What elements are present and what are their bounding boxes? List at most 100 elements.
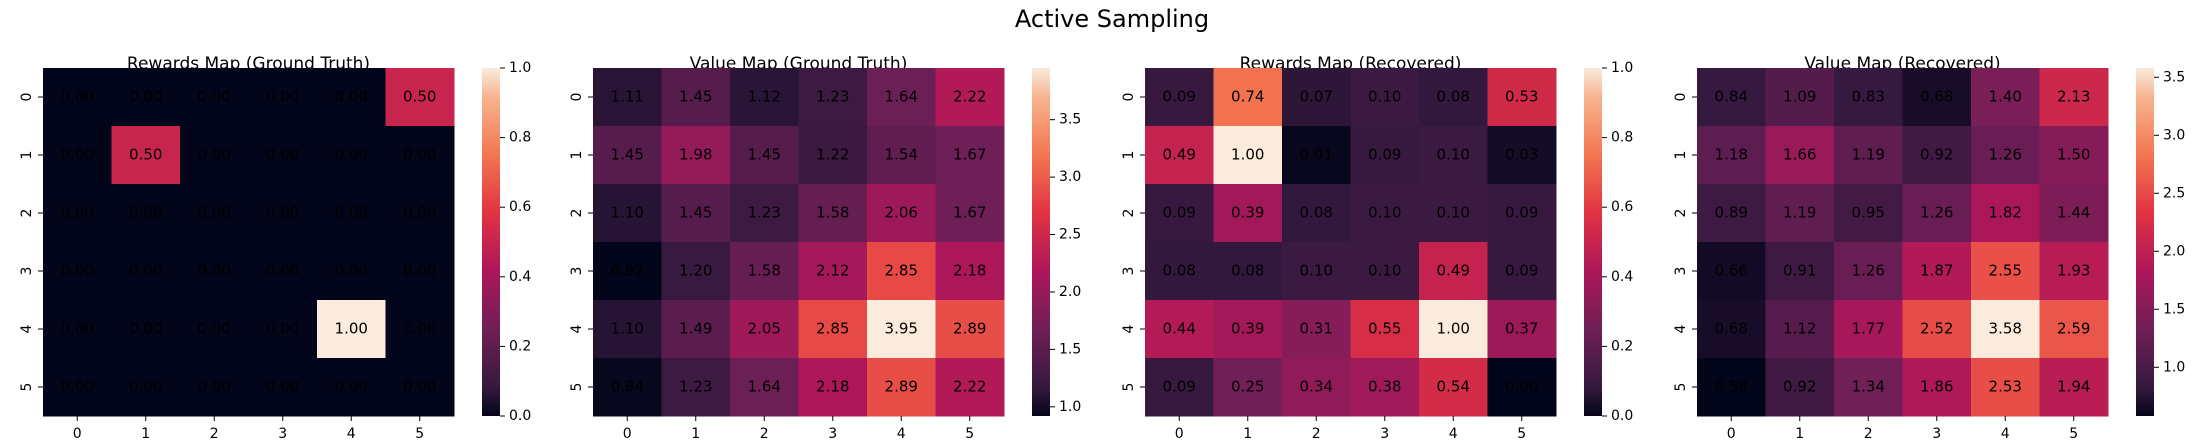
heatmap-cell [1765, 358, 1835, 417]
cell-label: 1.67 [953, 204, 986, 222]
heatmap-cell [1419, 126, 1488, 185]
cell-label: 1.23 [748, 204, 781, 222]
cell-label: 0.09 [1163, 204, 1196, 222]
heatmap-cell [593, 126, 662, 185]
heatmap-cell [1765, 184, 1835, 243]
cell-label: 0.00 [403, 320, 436, 338]
heatmap-cell [317, 242, 386, 301]
heatmap-cell [1282, 126, 1351, 185]
heatmap-cell [1419, 242, 1488, 301]
cell-label: 2.89 [953, 320, 986, 338]
y-tick-label: 1 [19, 151, 35, 160]
x-tick-label: 1 [691, 426, 700, 440]
cell-label: 0.10 [1368, 262, 1401, 280]
cell-label: 1.45 [611, 146, 644, 164]
colorbar-tick-label: 0.8 [509, 130, 531, 146]
colorbar-tick-label: 1.0 [1059, 399, 1081, 415]
heatmap-cell [935, 126, 1005, 185]
colorbar [1032, 68, 1050, 416]
heatmap-cell [248, 68, 318, 127]
cell-label: 0.09 [1505, 204, 1538, 222]
heatmap-cell [1902, 184, 1972, 243]
cell-label: 0.68 [1715, 320, 1748, 338]
cell-label: 1.93 [2057, 262, 2090, 280]
colorbar-tick-label: 0.2 [509, 338, 531, 354]
heatmap-cell [730, 242, 799, 301]
cell-label: 0.00 [266, 262, 299, 280]
cell-label: 1.12 [1783, 320, 1816, 338]
cell-label: 0.00 [198, 88, 231, 106]
heatmap-cell [1971, 358, 2040, 417]
cell-label: 0.00 [198, 146, 231, 164]
colorbar-tick-label: 0.6 [1611, 199, 1633, 215]
heatmap-cell [593, 184, 662, 243]
heatmap-cell [111, 242, 181, 301]
heatmap-cell [43, 358, 112, 417]
cell-label: 0.00 [61, 262, 94, 280]
y-tick-label: 2 [19, 209, 35, 218]
heatmap-cell [1487, 300, 1557, 359]
heatmap-cell [1902, 68, 1972, 127]
cell-label: 0.91 [1783, 262, 1816, 280]
colorbar-tick-label: 0.0 [509, 408, 531, 424]
colorbar [482, 68, 500, 416]
heatmap-cell [180, 68, 249, 127]
cell-label: 0.10 [1437, 146, 1470, 164]
cell-label: 1.58 [816, 204, 849, 222]
cell-label: 2.18 [816, 378, 849, 396]
y-tick-label: 3 [1121, 267, 1137, 276]
x-tick-label: 4 [1449, 426, 1458, 440]
heatmap-cell [1765, 126, 1835, 185]
cell-label: 0.54 [1437, 378, 1470, 396]
cell-label: 0.89 [1715, 204, 1748, 222]
cell-label: 1.20 [679, 262, 712, 280]
heatmap-cell [1419, 184, 1488, 243]
colorbar [2136, 68, 2154, 416]
x-tick-label: 1 [1795, 426, 1804, 440]
cell-label: 0.08 [1231, 262, 1264, 280]
y-tick-label: 5 [1121, 383, 1137, 392]
x-tick-label: 5 [415, 426, 424, 440]
heatmap-cell [661, 242, 731, 301]
heatmap-cell [1350, 184, 1420, 243]
cell-label: 0.10 [1437, 204, 1470, 222]
colorbar-tick-label: 3.0 [1059, 169, 1081, 185]
heatmap-cell [43, 68, 112, 127]
cell-label: 2.12 [816, 262, 849, 280]
heatmap-cell [1145, 300, 1214, 359]
colorbar-tick-label: 0.0 [1611, 408, 1633, 424]
cell-label: 0.09 [1505, 262, 1538, 280]
y-tick-label: 4 [19, 324, 35, 333]
y-tick-label: 1 [1673, 151, 1689, 160]
heatmap-cell [867, 184, 936, 243]
cell-label: 0.00 [198, 262, 231, 280]
y-tick-label: 2 [1121, 209, 1137, 218]
cell-label: 0.07 [1300, 88, 1333, 106]
cell-label: 2.85 [816, 320, 849, 338]
cell-label: 0.31 [1300, 320, 1333, 338]
heatmap-cell [1834, 126, 1903, 185]
cell-label: 2.55 [1989, 262, 2022, 280]
heatmap-cell [798, 300, 868, 359]
heatmap-cell [1487, 358, 1557, 417]
colorbar-tick-label: 2.0 [1059, 284, 1081, 300]
heatmap-cell [1145, 358, 1214, 417]
cell-label: 1.23 [679, 378, 712, 396]
cell-label: 2.59 [2057, 320, 2090, 338]
heatmap-cell [867, 126, 936, 185]
cell-label: 0.84 [1715, 88, 1748, 106]
cell-label: 0.58 [1715, 378, 1748, 396]
cell-label: 0.44 [1163, 320, 1196, 338]
cell-label: 1.82 [1989, 204, 2022, 222]
cell-label: 3.95 [885, 320, 918, 338]
y-tick-label: 0 [1673, 93, 1689, 102]
cell-label: 0.00 [335, 378, 368, 396]
heatmap-cell [1213, 126, 1283, 185]
cell-label: 0.00 [198, 378, 231, 396]
cell-label: 0.00 [61, 88, 94, 106]
x-tick-label: 5 [2069, 426, 2078, 440]
cell-label: 0.09 [1163, 88, 1196, 106]
heatmap-cell [798, 358, 868, 417]
heatmap-cell [248, 358, 318, 417]
cell-label: 0.39 [1231, 320, 1264, 338]
